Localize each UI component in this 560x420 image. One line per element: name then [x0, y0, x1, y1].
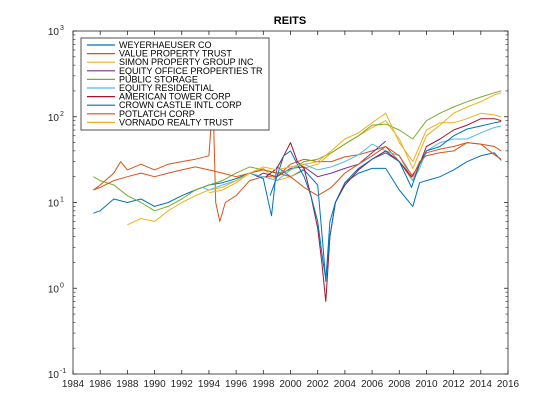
x-tick-label: 1990 — [143, 379, 166, 390]
series-line-6 — [265, 118, 502, 302]
y-tick-label: 10 — [48, 370, 60, 381]
legend-label: SIMON PROPERTY GROUP INC — [119, 57, 254, 67]
y-tick-exponent: 2 — [60, 111, 64, 118]
x-tick-label: 1992 — [171, 379, 194, 390]
axes-layer: 1984 1986 1988 1990 1992 1994 1996 1998 2000 2002… — [48, 25, 520, 390]
y-tick-exponent: 0 — [60, 282, 64, 289]
series-line-8 — [93, 142, 502, 197]
x-tick-label: 1984 — [62, 379, 85, 390]
x-tick-label: 2004 — [334, 379, 357, 390]
series-line-3 — [256, 140, 387, 178]
y-tick-label: 10 — [48, 27, 60, 38]
x-tick-label: 2014 — [470, 379, 493, 390]
series-line-7 — [269, 121, 502, 279]
x-tick-label: 1988 — [116, 379, 139, 390]
x-tick-label: 1986 — [89, 379, 112, 390]
legend-label: PUBLIC STORAGE — [119, 74, 198, 84]
legend-label: WEYERHAEUSER CO — [119, 40, 212, 50]
series-line-9 — [127, 112, 502, 226]
series-line-0 — [93, 152, 502, 282]
y-tick-exponent: -1 — [60, 368, 66, 375]
x-tick-label: 1994 — [198, 379, 221, 390]
y-tick-label: 10 — [48, 113, 60, 124]
legend-label: AMERICAN TOWER CORP — [119, 92, 231, 102]
legend-label: EQUITY RESIDENTIAL — [119, 83, 214, 93]
legend-label: POTLATCH CORP — [119, 109, 195, 119]
x-tick-label: 2008 — [388, 379, 411, 390]
chart-title: REITS — [274, 15, 306, 27]
x-tick-label: 2010 — [415, 379, 438, 390]
y-tick-exponent: 3 — [60, 25, 64, 32]
x-tick-label: 2002 — [307, 379, 330, 390]
legend-label: CROWN CASTLE INTL CORP — [119, 100, 242, 110]
y-tick-exponent: 1 — [60, 197, 64, 204]
series-layer — [93, 90, 502, 302]
x-tick-label: 2012 — [443, 379, 466, 390]
x-tick-label: 2006 — [361, 379, 384, 390]
legend-label: VORNADO REALTY TRUST — [119, 117, 234, 127]
y-tick-label: 10 — [48, 284, 60, 295]
legend-label: VALUE PROPERTY TRUST — [119, 49, 232, 59]
x-tick-label: 1996 — [225, 379, 248, 390]
y-tick-label: 10 — [48, 199, 60, 210]
x-tick-label: 2016 — [497, 379, 520, 390]
legend-label: EQUITY OFFICE PROPERTIES TR — [119, 66, 263, 76]
x-tick-label: 2000 — [279, 379, 302, 390]
x-tick-label: 1998 — [252, 379, 275, 390]
